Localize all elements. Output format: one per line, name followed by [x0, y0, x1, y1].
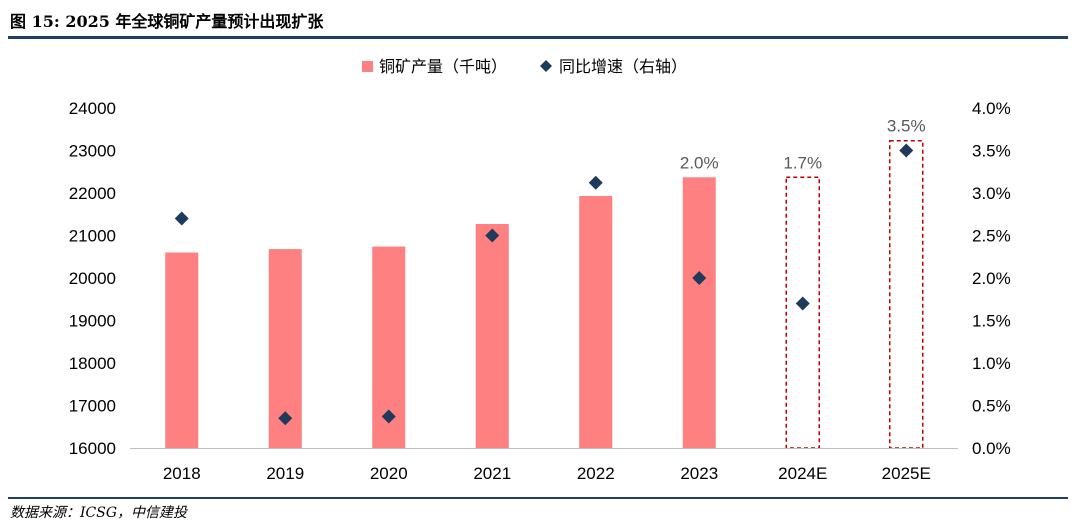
y-right-tick-label: 2.0% — [972, 269, 1011, 288]
bar-2022 — [579, 195, 613, 448]
y-right-tick-label: 0.0% — [972, 439, 1011, 458]
y-right-tick-label: 2.5% — [972, 227, 1011, 246]
growth-marker-2024E — [795, 296, 810, 311]
y-right-tick-label: 1.5% — [972, 312, 1011, 331]
y-right-tick-label: 1.0% — [972, 354, 1011, 373]
legend-bar-label: 铜矿产量（千吨） — [379, 58, 507, 76]
y-left-tick-label: 24000 — [69, 99, 116, 118]
x-tick-label: 2025E — [882, 464, 931, 483]
forecast-box-2025E — [889, 139, 924, 449]
legend-marker-label: 同比增速（右轴） — [559, 58, 687, 76]
y-right-tick-label: 3.5% — [972, 142, 1011, 161]
y-right-tick-label: 3.0% — [972, 184, 1011, 203]
y-left-tick-label: 16000 — [69, 439, 116, 458]
growth-marker-2023 — [692, 271, 707, 285]
figure-title: 图 15: 2025 年全球铜矿产量预计出现扩张 — [10, 12, 324, 31]
growth-marker-2020 — [381, 409, 396, 424]
x-tick-label: 2023 — [680, 464, 718, 483]
y-left-tick-label: 17000 — [69, 397, 116, 416]
forecast-box-2024E — [785, 176, 820, 449]
bar-2021 — [475, 224, 509, 448]
x-tick-label: 2020 — [370, 464, 408, 483]
y-left-tick-label: 22000 — [69, 184, 116, 203]
bar-2018 — [165, 252, 199, 448]
x-tick-label: 2024E — [778, 464, 827, 483]
footer-rule — [8, 497, 1068, 499]
y-left-tick-label: 20000 — [69, 269, 116, 288]
x-tick-label: 2022 — [577, 464, 615, 483]
growth-marker-2025E — [899, 143, 914, 158]
y-right-tick-label: 4.0% — [972, 99, 1011, 118]
y-left-tick-label: 18000 — [69, 354, 116, 373]
forecast-label-2025E: 3.5% — [887, 117, 926, 136]
forecast-label-2024E: 1.7% — [783, 153, 822, 172]
y-left-tick-label: 21000 — [69, 227, 116, 246]
title-rule — [8, 36, 1068, 39]
growth-marker-2018 — [174, 211, 189, 226]
bar-label-2023: 2.0% — [680, 153, 719, 172]
x-tick-label: 2019 — [266, 464, 304, 483]
legend-marker-swatch — [540, 60, 552, 72]
x-tick-label: 2018 — [163, 464, 201, 483]
legend-bar-swatch — [362, 61, 373, 72]
copper-production-chart: 铜矿产量（千吨） 同比增速（右轴） 16000 17000 18000 19000 2000… — [69, 58, 1011, 483]
y-left-tick-label: 23000 — [69, 142, 116, 161]
data-source: 数据来源：ICSG，中信建投 — [10, 505, 188, 521]
y-left-tick-label: 19000 — [69, 312, 116, 331]
x-tick-label: 2021 — [473, 464, 511, 483]
y-right-tick-label: 0.5% — [972, 397, 1011, 416]
growth-marker-2021 — [485, 228, 500, 243]
bar-2023 — [682, 177, 716, 448]
growth-marker-2019 — [278, 411, 293, 426]
growth-marker-2022 — [588, 175, 603, 190]
